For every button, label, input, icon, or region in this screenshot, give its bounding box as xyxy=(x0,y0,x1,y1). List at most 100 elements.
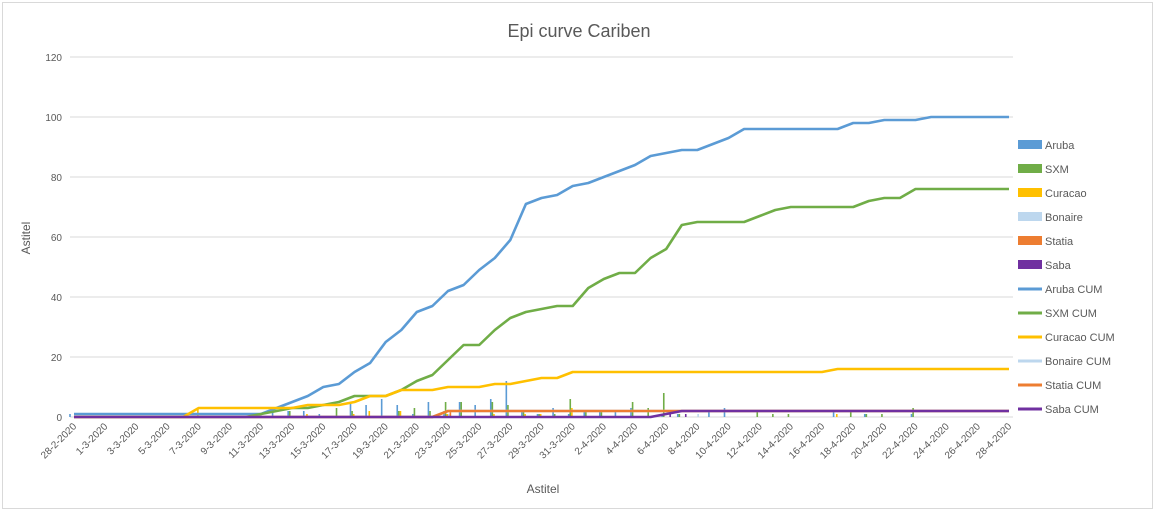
bar-curacao xyxy=(306,414,308,417)
legend-swatch xyxy=(1018,212,1042,221)
x-tick-label: 1-3-2020 xyxy=(74,421,110,457)
bar-sxm xyxy=(553,414,556,417)
y-tick-label: 20 xyxy=(51,353,63,364)
bar-aruba xyxy=(630,408,632,417)
y-tick-label: 120 xyxy=(45,53,62,64)
legend-swatch xyxy=(1018,236,1042,245)
bar-aruba xyxy=(552,408,554,417)
line-curacao-cum xyxy=(74,367,1009,419)
bar-aruba xyxy=(863,414,866,417)
y-axis-label: Astitel xyxy=(19,222,33,255)
legend-label: Curacao CUM xyxy=(1045,332,1115,344)
bar-aruba xyxy=(349,402,352,417)
y-tick-label: 100 xyxy=(45,113,62,124)
bar-curacao xyxy=(571,408,573,417)
bar-sxm xyxy=(631,402,634,417)
legend-swatch xyxy=(1018,164,1042,173)
bar-sxm xyxy=(413,408,416,417)
bar-sxm xyxy=(787,414,790,417)
bar-aruba xyxy=(271,411,274,417)
bar-aruba xyxy=(505,381,508,417)
bar-sxm xyxy=(678,414,681,417)
legend-label: Bonaire CUM xyxy=(1045,356,1111,368)
bar-sxm xyxy=(600,411,603,417)
bar-aruba xyxy=(910,414,913,417)
legend-label: Curacao xyxy=(1045,188,1087,200)
bar-aruba xyxy=(489,399,492,417)
chart-title: Epi curve Cariben xyxy=(507,21,650,41)
bar-bonaire xyxy=(697,414,699,417)
bar-sxm xyxy=(460,402,462,417)
line-sxm-cum xyxy=(74,187,1009,419)
bar-sxm xyxy=(429,411,431,417)
bar-curacao xyxy=(368,411,371,417)
bar-curacao xyxy=(399,411,402,417)
x-axis-label: Astitel xyxy=(527,482,560,496)
bar-aruba xyxy=(521,411,523,417)
x-tick-label: 7-3-2020 xyxy=(168,421,204,457)
legend-label: Statia CUM xyxy=(1045,380,1101,392)
bar-aruba xyxy=(412,414,414,417)
bar-sxm xyxy=(756,411,759,417)
x-tick-label: 5-3-2020 xyxy=(137,421,173,457)
y-tick-label: 60 xyxy=(51,233,63,244)
bar-aruba xyxy=(318,414,321,417)
bar-curacao xyxy=(446,414,448,417)
bar-aruba xyxy=(380,399,383,417)
bar-aruba xyxy=(365,405,367,417)
bar-sxm xyxy=(569,399,572,417)
bar-sxm xyxy=(849,411,852,417)
bar-aruba xyxy=(567,414,570,417)
legend-label: Aruba xyxy=(1045,140,1075,152)
bar-sxm xyxy=(647,408,649,417)
bar-aruba xyxy=(536,414,539,417)
legend-label: SXM xyxy=(1045,164,1069,176)
bar-sxm xyxy=(881,414,883,417)
bar-curacao xyxy=(197,408,199,417)
y-tick-label: 80 xyxy=(51,173,63,184)
legend-swatch xyxy=(1018,188,1042,197)
bar-sxm xyxy=(491,402,494,417)
bar-sxm xyxy=(865,414,868,417)
bar-sxm xyxy=(288,411,291,417)
legend-label: Saba CUM xyxy=(1045,404,1099,416)
bar-sxm xyxy=(538,414,540,417)
bar-aruba xyxy=(614,411,617,417)
bar-aruba xyxy=(676,414,679,417)
bar-sxm xyxy=(444,402,447,417)
bar-aruba xyxy=(458,402,461,417)
bar-sxm xyxy=(772,414,774,417)
bar-sxm xyxy=(585,411,587,417)
bar-curacao xyxy=(352,414,355,417)
x-axis-ticks: 28-2-20201-3-20203-3-20205-3-20207-3-202… xyxy=(39,421,1014,461)
bar-aruba xyxy=(287,411,289,417)
legend-label: Statia xyxy=(1045,236,1074,248)
y-tick-label: 40 xyxy=(51,293,63,304)
bar-saba xyxy=(684,414,687,417)
y-axis-ticks: 0 20 40 60 80 100 120 xyxy=(45,53,62,424)
bar-aruba xyxy=(443,411,445,417)
bar-sxm xyxy=(335,408,338,417)
bar-aruba xyxy=(708,411,710,417)
bar-sxm xyxy=(662,393,665,417)
x-tick-label: 6-4-2020 xyxy=(635,421,671,457)
bar-bonaire xyxy=(448,414,450,417)
legend-swatch xyxy=(1018,140,1042,149)
bar-statia xyxy=(449,411,452,417)
legend-label: Aruba CUM xyxy=(1045,284,1102,296)
epi-curve-chart: Epi curve Cariben 0 20 40 60 80 100 120 28-2-2… xyxy=(19,21,1115,496)
bar-sxm xyxy=(912,408,914,417)
x-tick-label: 28-2-2020 xyxy=(39,421,79,461)
x-tick-label: 4-4-2020 xyxy=(604,421,640,457)
bar-sxm xyxy=(522,411,525,417)
bar-aruba xyxy=(723,408,726,417)
bar-aruba xyxy=(396,405,399,417)
bar-curacao xyxy=(835,414,838,417)
bar-aruba xyxy=(832,411,835,417)
legend-label: SXM CUM xyxy=(1045,308,1097,320)
bar-aruba xyxy=(599,411,601,417)
bar-aruba xyxy=(69,414,71,417)
bar-saba xyxy=(669,414,671,417)
legend: Aruba SXM Curacao Bonaire Statia Saba Aruba CU… xyxy=(1018,140,1115,416)
